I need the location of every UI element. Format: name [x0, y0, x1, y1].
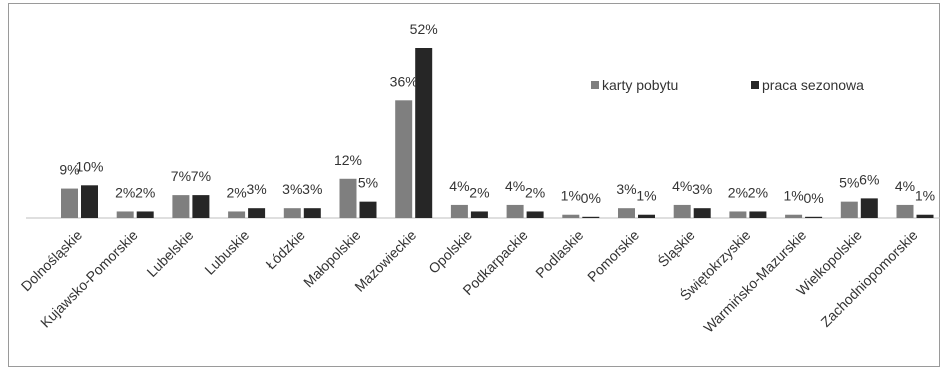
category-tick-label: Zachodniopomorskie: [817, 227, 920, 330]
bar-karty-pobytu: [283, 208, 301, 218]
data-label: 2%: [469, 184, 489, 200]
category-tick-label: Lubuskie: [201, 227, 252, 278]
data-label: 6%: [859, 171, 879, 187]
bar-praca-sezonowa: [582, 216, 600, 218]
bar-praca-sezonowa: [470, 211, 488, 218]
data-label: 2%: [115, 184, 135, 200]
data-label: 36%: [390, 73, 418, 89]
bar-karty-pobytu: [172, 195, 190, 218]
bar-karty-pobytu: [116, 211, 134, 218]
bar-praca-sezonowa: [693, 208, 711, 218]
legend-label: praca sezonowa: [762, 77, 864, 93]
category-tick-label: Warmińsko-Mazurskie: [700, 227, 809, 336]
chart-frame: [8, 3, 940, 367]
bar-karty-pobytu: [228, 211, 246, 218]
bar-praca-sezonowa: [192, 195, 210, 218]
data-label: 1%: [561, 188, 581, 204]
data-label: 5%: [358, 175, 378, 191]
bar-praca-sezonowa: [81, 185, 98, 218]
data-label: 5%: [839, 175, 859, 191]
bar-praca-sezonowa: [916, 214, 934, 218]
data-label: 3%: [282, 181, 302, 197]
bar-praca-sezonowa: [805, 216, 823, 218]
bar-karty-pobytu: [61, 188, 78, 218]
data-label: 2%: [525, 184, 545, 200]
category-tick-label: Śląskie: [654, 226, 698, 270]
data-label: 7%: [171, 168, 191, 184]
bar-karty-pobytu: [450, 204, 468, 218]
legend-swatch: [751, 81, 759, 89]
data-label: 4%: [505, 178, 525, 194]
data-label: 1%: [915, 188, 935, 204]
bar-karty-pobytu: [673, 204, 691, 218]
data-label: 2%: [728, 184, 748, 200]
category-tick-label: Podlaskie: [532, 227, 586, 281]
bar-karty-pobytu: [339, 178, 357, 218]
bar-praca-sezonowa: [303, 208, 321, 218]
category-tick-label: Łódzkie: [262, 227, 308, 273]
data-label: 9%: [59, 162, 79, 178]
data-label: 1%: [636, 188, 656, 204]
category-tick-label: Kujawsko-Pomorskie: [37, 227, 141, 331]
data-label: 3%: [616, 181, 636, 197]
data-label: 1%: [783, 188, 803, 204]
bar-karty-pobytu: [395, 100, 413, 218]
data-label: 4%: [895, 178, 915, 194]
data-label: 4%: [449, 178, 469, 194]
bar-karty-pobytu: [896, 204, 914, 218]
data-label: 2%: [226, 184, 246, 200]
data-label: 0%: [581, 190, 601, 206]
bar-praca-sezonowa: [860, 198, 878, 218]
bar-praca-sezonowa: [415, 48, 433, 218]
bar-karty-pobytu: [506, 204, 524, 218]
bar-karty-pobytu: [785, 214, 803, 218]
bar-karty-pobytu: [562, 214, 580, 218]
data-label: 0%: [803, 190, 823, 206]
category-tick-label: Opolskie: [425, 227, 475, 277]
category-tick-label: Pomorskie: [584, 227, 642, 285]
data-label: 3%: [246, 181, 266, 197]
bar-praca-sezonowa: [248, 208, 266, 218]
legend-label: karty pobytu: [602, 77, 678, 93]
data-label: 2%: [748, 184, 768, 200]
data-label: 7%: [191, 168, 211, 184]
bar-praca-sezonowa: [359, 201, 377, 218]
category-tick-label: Lubelskie: [143, 227, 196, 280]
data-label: 52%: [410, 21, 438, 37]
bar-praca-sezonowa: [136, 211, 154, 218]
data-label: 4%: [672, 178, 692, 194]
bar-karty-pobytu: [729, 211, 747, 218]
bar-praca-sezonowa: [526, 211, 544, 218]
data-label: 2%: [135, 184, 155, 200]
bar-praca-sezonowa: [749, 211, 767, 218]
data-label: 3%: [302, 181, 322, 197]
bar-karty-pobytu: [840, 201, 858, 218]
data-label: 12%: [334, 152, 362, 168]
bar-praca-sezonowa: [638, 214, 655, 218]
data-label: 3%: [692, 181, 712, 197]
legend-swatch: [591, 81, 599, 89]
bar-karty-pobytu: [618, 208, 635, 218]
data-label: 10%: [75, 158, 103, 174]
